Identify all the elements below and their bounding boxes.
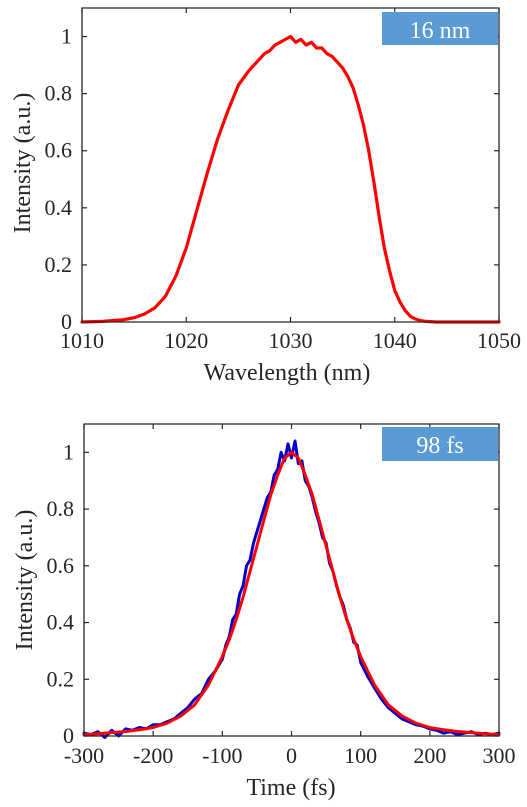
spectrum-series [80,34,501,324]
spectrum-series-line-0 [80,34,501,324]
pulse-x-tick-label: -100 [202,743,242,768]
pulse-plot-area [84,424,499,736]
spectrum-width-label: 16 nm [410,18,471,44]
spectrum-plot-area [82,8,499,322]
pulse-series [82,439,501,739]
spectrum-chart: 1010 1020 1030 1040 1050 0 0.2 0.4 0.6 0.8 1 16 nm… [10,7,521,386]
spectrum-y-tick-label: 0.8 [45,81,73,106]
spectrum-y-tick-label: 0 [61,309,72,334]
spectrum-x-tick-label: 1050 [477,328,521,353]
spectrum-x-tick-label: 1010 [60,328,104,353]
pulse-series-line-1 [82,450,501,737]
pulse-x-tick-label: -200 [133,743,173,768]
spectrum-y-axis-title: Intensity (a.u.) [10,93,36,234]
spectrum-axis-box [81,7,500,323]
pulse-x-tick-label: -300 [64,743,104,768]
pulse-y-tick-label: 1 [63,439,74,464]
pulse-chart: -300 -200 -100 0 100 200 300 0 0.2 0.4 0.6 0.8 1 98 … [12,423,516,801]
pulse-axis-box [83,423,500,737]
pulse-y-tick-label: 0.6 [47,553,75,578]
spectrum-y-tick-label: 0.4 [45,195,73,220]
pulse-width-badge [382,427,498,461]
pulse-y-tick-label: 0.8 [47,496,75,521]
spectrum-x-tick-label: 1020 [164,328,208,353]
spectrum-x-axis-title: Wavelength (nm) [204,360,371,386]
pulse-width-label: 98 fs [416,433,463,459]
spectrum-x-tick-label: 1040 [373,328,417,353]
pulse-x-axis-title: Time (fs) [246,775,335,801]
pulse-y-tick-label: 0.2 [47,666,75,691]
spectrum-y-tick-label: 1 [61,24,72,49]
pulse-y-tick-label: 0 [63,723,74,748]
spectrum-width-badge [382,12,498,45]
pulse-x-tick-label: 300 [483,743,516,768]
pulse-y-axis-title: Intensity (a.u.) [12,510,38,651]
spectrum-x-tick-label: 1030 [269,328,313,353]
pulse-x-tick-label: 100 [344,743,377,768]
pulse-y-tick-label: 0.4 [47,610,75,635]
pulse-x-tick-label: 200 [413,743,446,768]
pulse-ticks: -300 -200 -100 0 100 200 300 0 0.2 0.4 0.6 0.8 1 [47,424,516,768]
pulse-x-tick-label: 0 [286,743,297,768]
spectrum-y-tick-label: 0.2 [45,252,73,277]
spectrum-ticks: 1010 1020 1030 1040 1050 0 0.2 0.4 0.6 0.8 1 [45,8,521,353]
spectrum-y-tick-label: 0.6 [45,138,73,163]
